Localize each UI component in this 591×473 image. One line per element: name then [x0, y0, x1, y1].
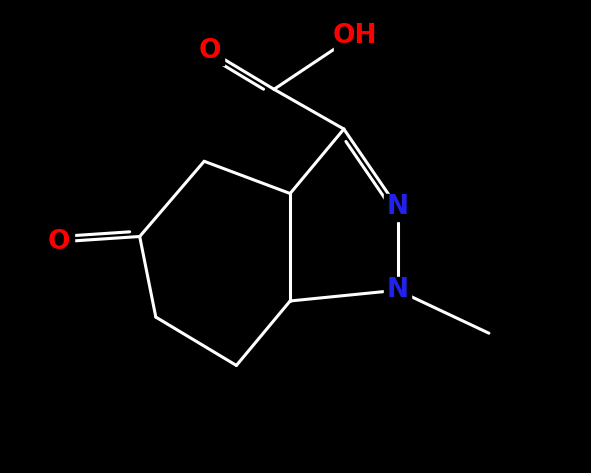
- Text: N: N: [387, 194, 408, 220]
- Text: O: O: [199, 38, 221, 63]
- Text: O: O: [48, 229, 70, 255]
- Bar: [384, 194, 411, 221]
- Text: OH: OH: [332, 23, 377, 49]
- Bar: [384, 277, 411, 304]
- Bar: [334, 21, 375, 50]
- Text: N: N: [387, 277, 408, 303]
- Bar: [195, 36, 225, 65]
- Bar: [44, 227, 74, 257]
